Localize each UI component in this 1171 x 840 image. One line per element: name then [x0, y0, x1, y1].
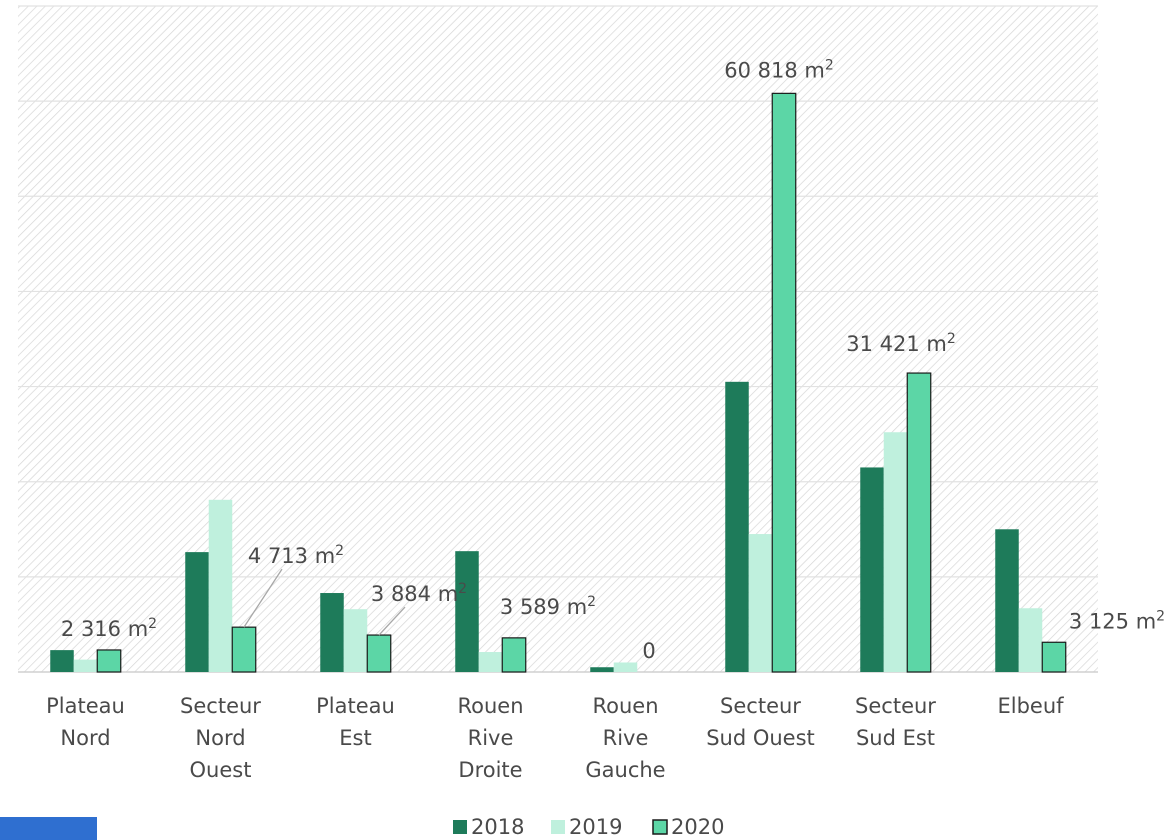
- legend-swatch-2020: [652, 819, 668, 835]
- data-label-1: 4 713 m2: [248, 543, 344, 568]
- legend-label-2019: 2019: [569, 815, 622, 839]
- corner-decoration: [0, 817, 97, 840]
- bar-2020-0: [96, 649, 122, 673]
- bar-2019-0: [73, 659, 98, 672]
- bar-2019-6: [883, 432, 908, 672]
- bar-2019-5: [748, 534, 773, 672]
- category-label-0: Plateau Nord: [46, 694, 125, 750]
- legend-swatch-2019: [551, 820, 565, 834]
- category-label-7: Elbeuf: [997, 694, 1064, 718]
- bar-2020-6: [906, 372, 932, 673]
- data-label-6: 31 421 m2: [846, 331, 956, 356]
- bar-2018-4: [590, 667, 614, 672]
- bar-2018-5: [725, 381, 749, 672]
- bar-2019-2: [343, 609, 368, 672]
- bar-2020-7: [1041, 641, 1067, 673]
- data-labels: 2 316 m2 4 713 m2 3 884 m2 3 589 m2 0 60 818 …: [61, 57, 1165, 663]
- bar-2018-6: [860, 467, 884, 672]
- legend-label-2020: 2020: [671, 815, 724, 839]
- bar-2020-1: [231, 626, 257, 673]
- data-label-3: 3 589 m2: [500, 594, 596, 619]
- bar-2020-2: [366, 634, 392, 673]
- leader-line-1: [243, 568, 283, 628]
- leader-lines: [243, 568, 406, 636]
- legend: 2018 2019 2020: [453, 815, 724, 839]
- bar-2018-7: [995, 529, 1019, 672]
- category-labels: Plateau Nord Secteur Nord Ouest Plateau Est Rou…: [46, 694, 1064, 782]
- legend-swatch-2018: [453, 820, 467, 834]
- leader-line-2: [378, 606, 406, 636]
- bar-2019-1: [208, 499, 233, 672]
- data-label-2: 3 884 m2: [371, 581, 467, 606]
- category-label-5: Secteur Sud Ouest: [706, 694, 815, 750]
- bars: [50, 92, 1067, 673]
- category-label-1: Secteur Nord Ouest: [180, 694, 261, 782]
- data-label-5: 60 818 m2: [724, 57, 834, 82]
- bar-2018-3: [455, 551, 479, 672]
- bar-2019-4: [613, 662, 638, 672]
- bar-2020-3: [501, 637, 527, 673]
- data-label-0: 2 316 m2: [61, 616, 157, 641]
- bar-2018-2: [320, 593, 344, 672]
- bar-2020-5: [771, 92, 797, 673]
- bar-2018-1: [185, 552, 209, 672]
- data-label-7: 3 125 m2: [1069, 608, 1165, 633]
- bar-2019-3: [478, 652, 503, 672]
- bar-2019-7: [1018, 608, 1043, 672]
- category-label-3: Rouen Rive Droite: [457, 694, 523, 782]
- bar-2018-0: [50, 650, 74, 672]
- category-label-6: Secteur Sud Est: [855, 694, 936, 750]
- data-label-4: 0: [642, 639, 655, 663]
- category-label-4: Rouen Rive Gauche: [585, 694, 665, 782]
- legend-label-2018: 2018: [471, 815, 524, 839]
- category-label-2: Plateau Est: [316, 694, 395, 750]
